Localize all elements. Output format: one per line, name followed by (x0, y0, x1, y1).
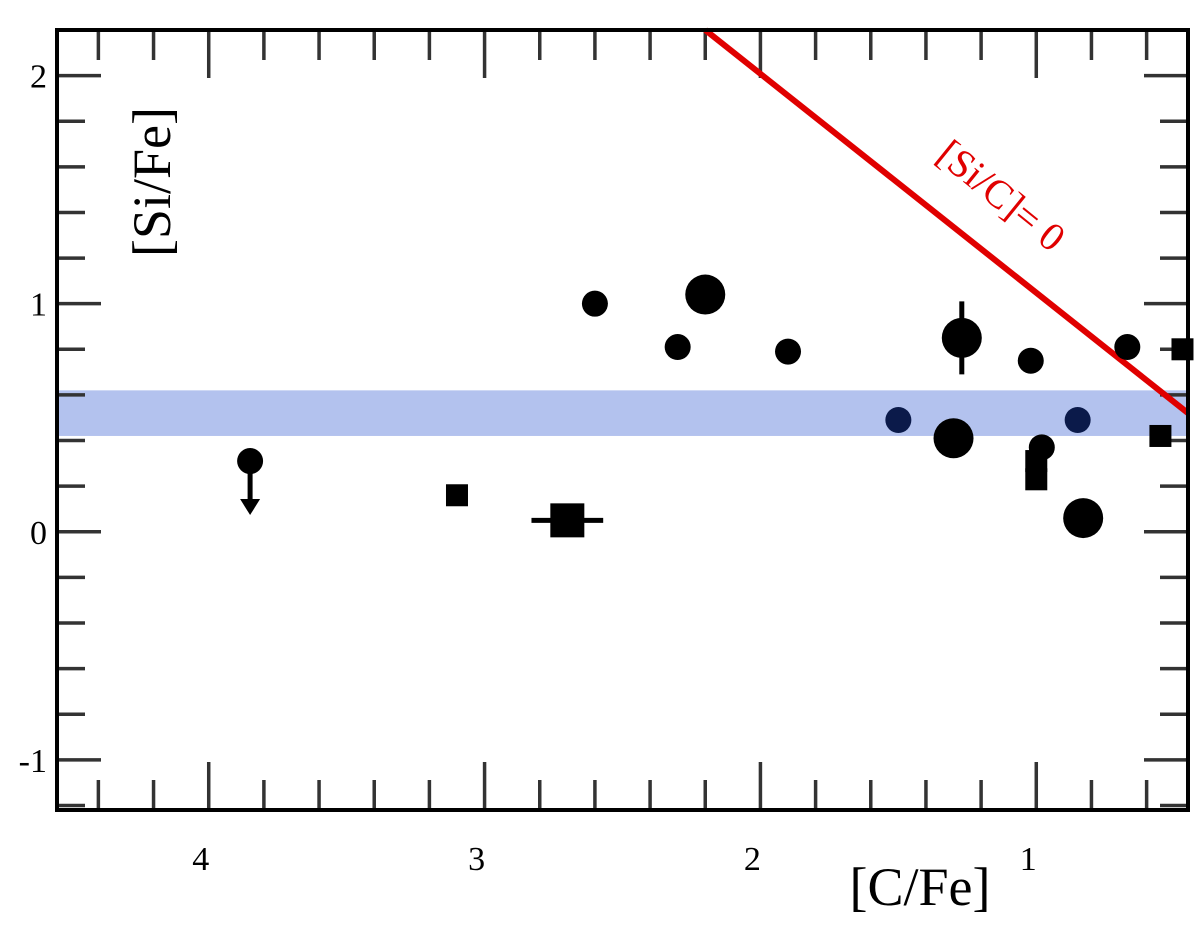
data-point-circle (237, 448, 264, 475)
data-point-square (1025, 450, 1048, 473)
y-tick-label: 2 (30, 59, 47, 96)
y-tick-label: -1 (19, 743, 47, 780)
upper-limit-arrowhead (240, 499, 261, 516)
data-point-circle (581, 290, 608, 317)
x-tick-label: 2 (744, 841, 761, 878)
plot-frame (55, 28, 1190, 812)
data-point-square (445, 484, 468, 507)
line-annotation: [Si/C]= 0 (929, 131, 1074, 261)
y-tick-label: 0 (30, 515, 47, 552)
data-point-square (1149, 424, 1172, 447)
data-point-circle (1063, 498, 1104, 539)
x-tick-label: 1 (1020, 841, 1037, 878)
data-point-circle (1017, 347, 1044, 374)
data-point-square (1171, 338, 1194, 361)
data-point-circle (885, 407, 912, 433)
x-tick-label: 4 (192, 841, 209, 878)
data-point-circle (1064, 407, 1091, 433)
data-point-square (550, 503, 585, 538)
y-tick-label: 1 (30, 287, 47, 324)
y-axis-title: [Si/Fe] (122, 107, 182, 257)
data-point-circle (933, 418, 974, 459)
data-point-circle (775, 338, 802, 365)
data-point-circle (941, 317, 982, 358)
si-c-zero-line (703, 27, 1190, 416)
x-axis-title: [C/Fe] (850, 857, 991, 917)
data-point-circle (1114, 334, 1141, 361)
reference-band (57, 390, 1188, 436)
x-tick-label: 3 (468, 841, 485, 878)
data-point-square (1025, 468, 1048, 491)
data-point-circle (685, 274, 726, 315)
data-point-circle (664, 334, 691, 361)
